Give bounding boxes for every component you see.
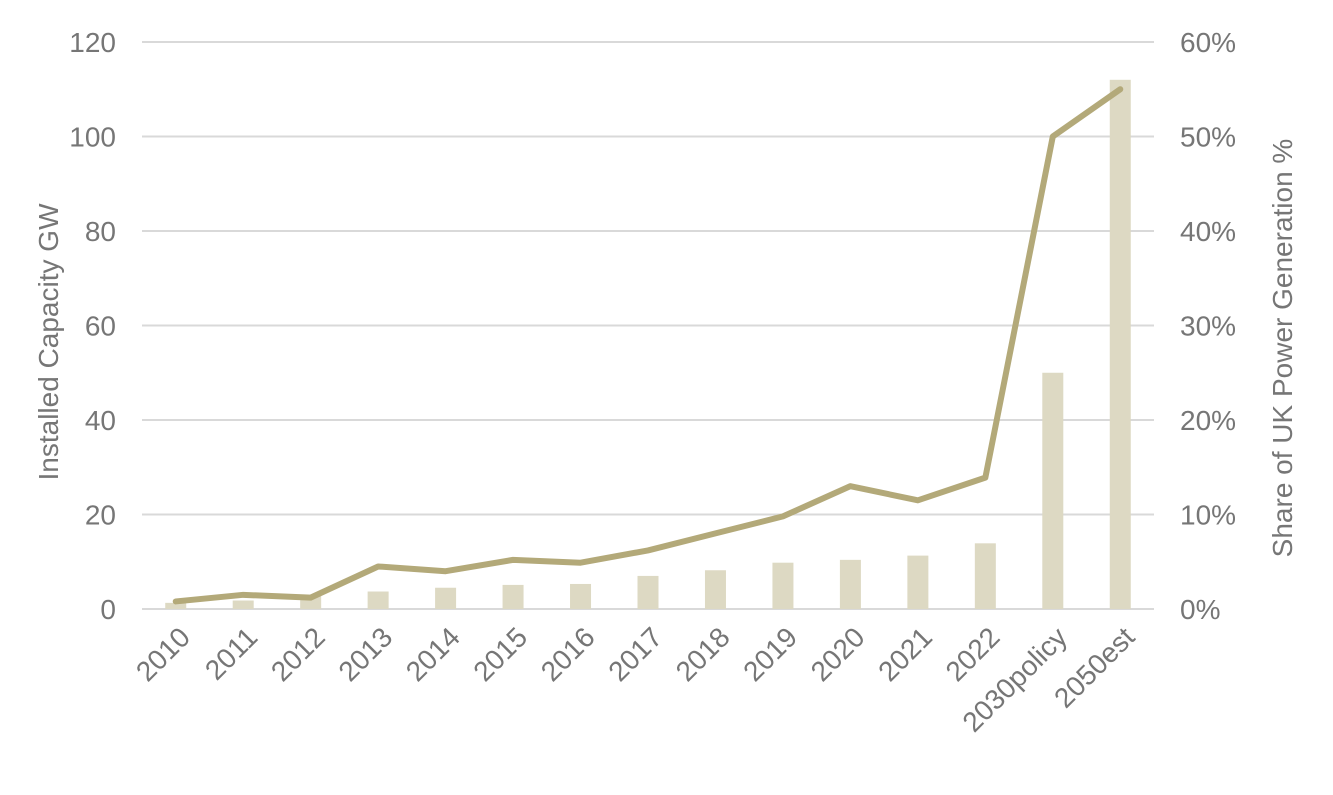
series-line [172, 86, 1124, 605]
y-tick-label-right: 30% [1180, 311, 1236, 342]
bar [772, 562, 794, 609]
y-tick-label-right: 0% [1180, 594, 1220, 625]
x-tick-label: 2015 [467, 621, 533, 687]
line-point [1119, 88, 1121, 90]
bar-series [165, 79, 1131, 610]
x-tick-label: 2021 [872, 621, 938, 687]
y-axis-right: 0% 10% 20% 30% 40% 50% 60% [1180, 27, 1236, 625]
bar [367, 591, 389, 609]
y-tick-label-left: 40 [85, 405, 116, 436]
line-point [377, 565, 379, 567]
line-point [175, 600, 177, 602]
y-axis-title-left: Installed Capacity GW [33, 203, 64, 481]
y-tick-label-right: 40% [1180, 216, 1236, 247]
y-tick-label-right: 20% [1180, 405, 1236, 436]
bar [637, 575, 659, 609]
x-tick-label: 2012 [265, 621, 331, 687]
line-series [172, 86, 1124, 605]
line-point [849, 485, 851, 487]
line-point [310, 597, 312, 599]
x-axis: 2010 2011 2012 2013 2014 2015 2016 2017 2018 2019… [130, 621, 1141, 738]
gridlines [142, 41, 1154, 610]
line-point [647, 549, 649, 551]
line-point [984, 477, 986, 479]
y-tick-label-right: 10% [1180, 500, 1236, 531]
bar [435, 587, 457, 609]
x-tick-label: 2018 [670, 621, 736, 687]
line-point [445, 570, 447, 572]
bar [907, 555, 929, 609]
x-tick-label: 2014 [400, 621, 466, 687]
y-tick-label-left: 100 [69, 122, 116, 153]
x-tick-label: 2016 [535, 621, 601, 687]
y-tick-label-left: 60 [85, 311, 116, 342]
line-point [242, 594, 244, 596]
y-axis-title-right: Share of UK Power Generation % [1267, 139, 1298, 558]
line-point [917, 499, 919, 501]
bar [839, 559, 861, 609]
x-tick-label: 2020 [805, 621, 871, 687]
line-point [512, 559, 514, 561]
line-point [1052, 136, 1054, 137]
bar [570, 583, 592, 609]
x-tick-label: 2010 [130, 621, 196, 687]
y-tick-label-left: 20 [85, 500, 116, 531]
x-tick-label: 2017 [602, 621, 668, 687]
y-tick-label-left: 0 [100, 594, 116, 625]
bar [1042, 372, 1064, 609]
x-tick-label: 2013 [332, 621, 398, 687]
y-tick-label-left: 120 [69, 27, 116, 58]
bar [704, 570, 726, 609]
line-point [714, 532, 716, 534]
line-point [580, 562, 582, 564]
y-tick-label-left: 80 [85, 216, 116, 247]
y-tick-label-right: 50% [1180, 122, 1236, 153]
y-axis-left: 0 20 40 60 80 100 120 [69, 27, 116, 625]
bar [502, 584, 524, 609]
y-tick-label-right: 60% [1180, 27, 1236, 58]
line-point [782, 515, 784, 517]
bar [165, 602, 187, 609]
bar [974, 543, 996, 609]
bar [1109, 79, 1131, 610]
x-tick-label: 2019 [737, 621, 803, 687]
x-tick-label: 2011 [199, 621, 264, 686]
bar [232, 600, 254, 609]
